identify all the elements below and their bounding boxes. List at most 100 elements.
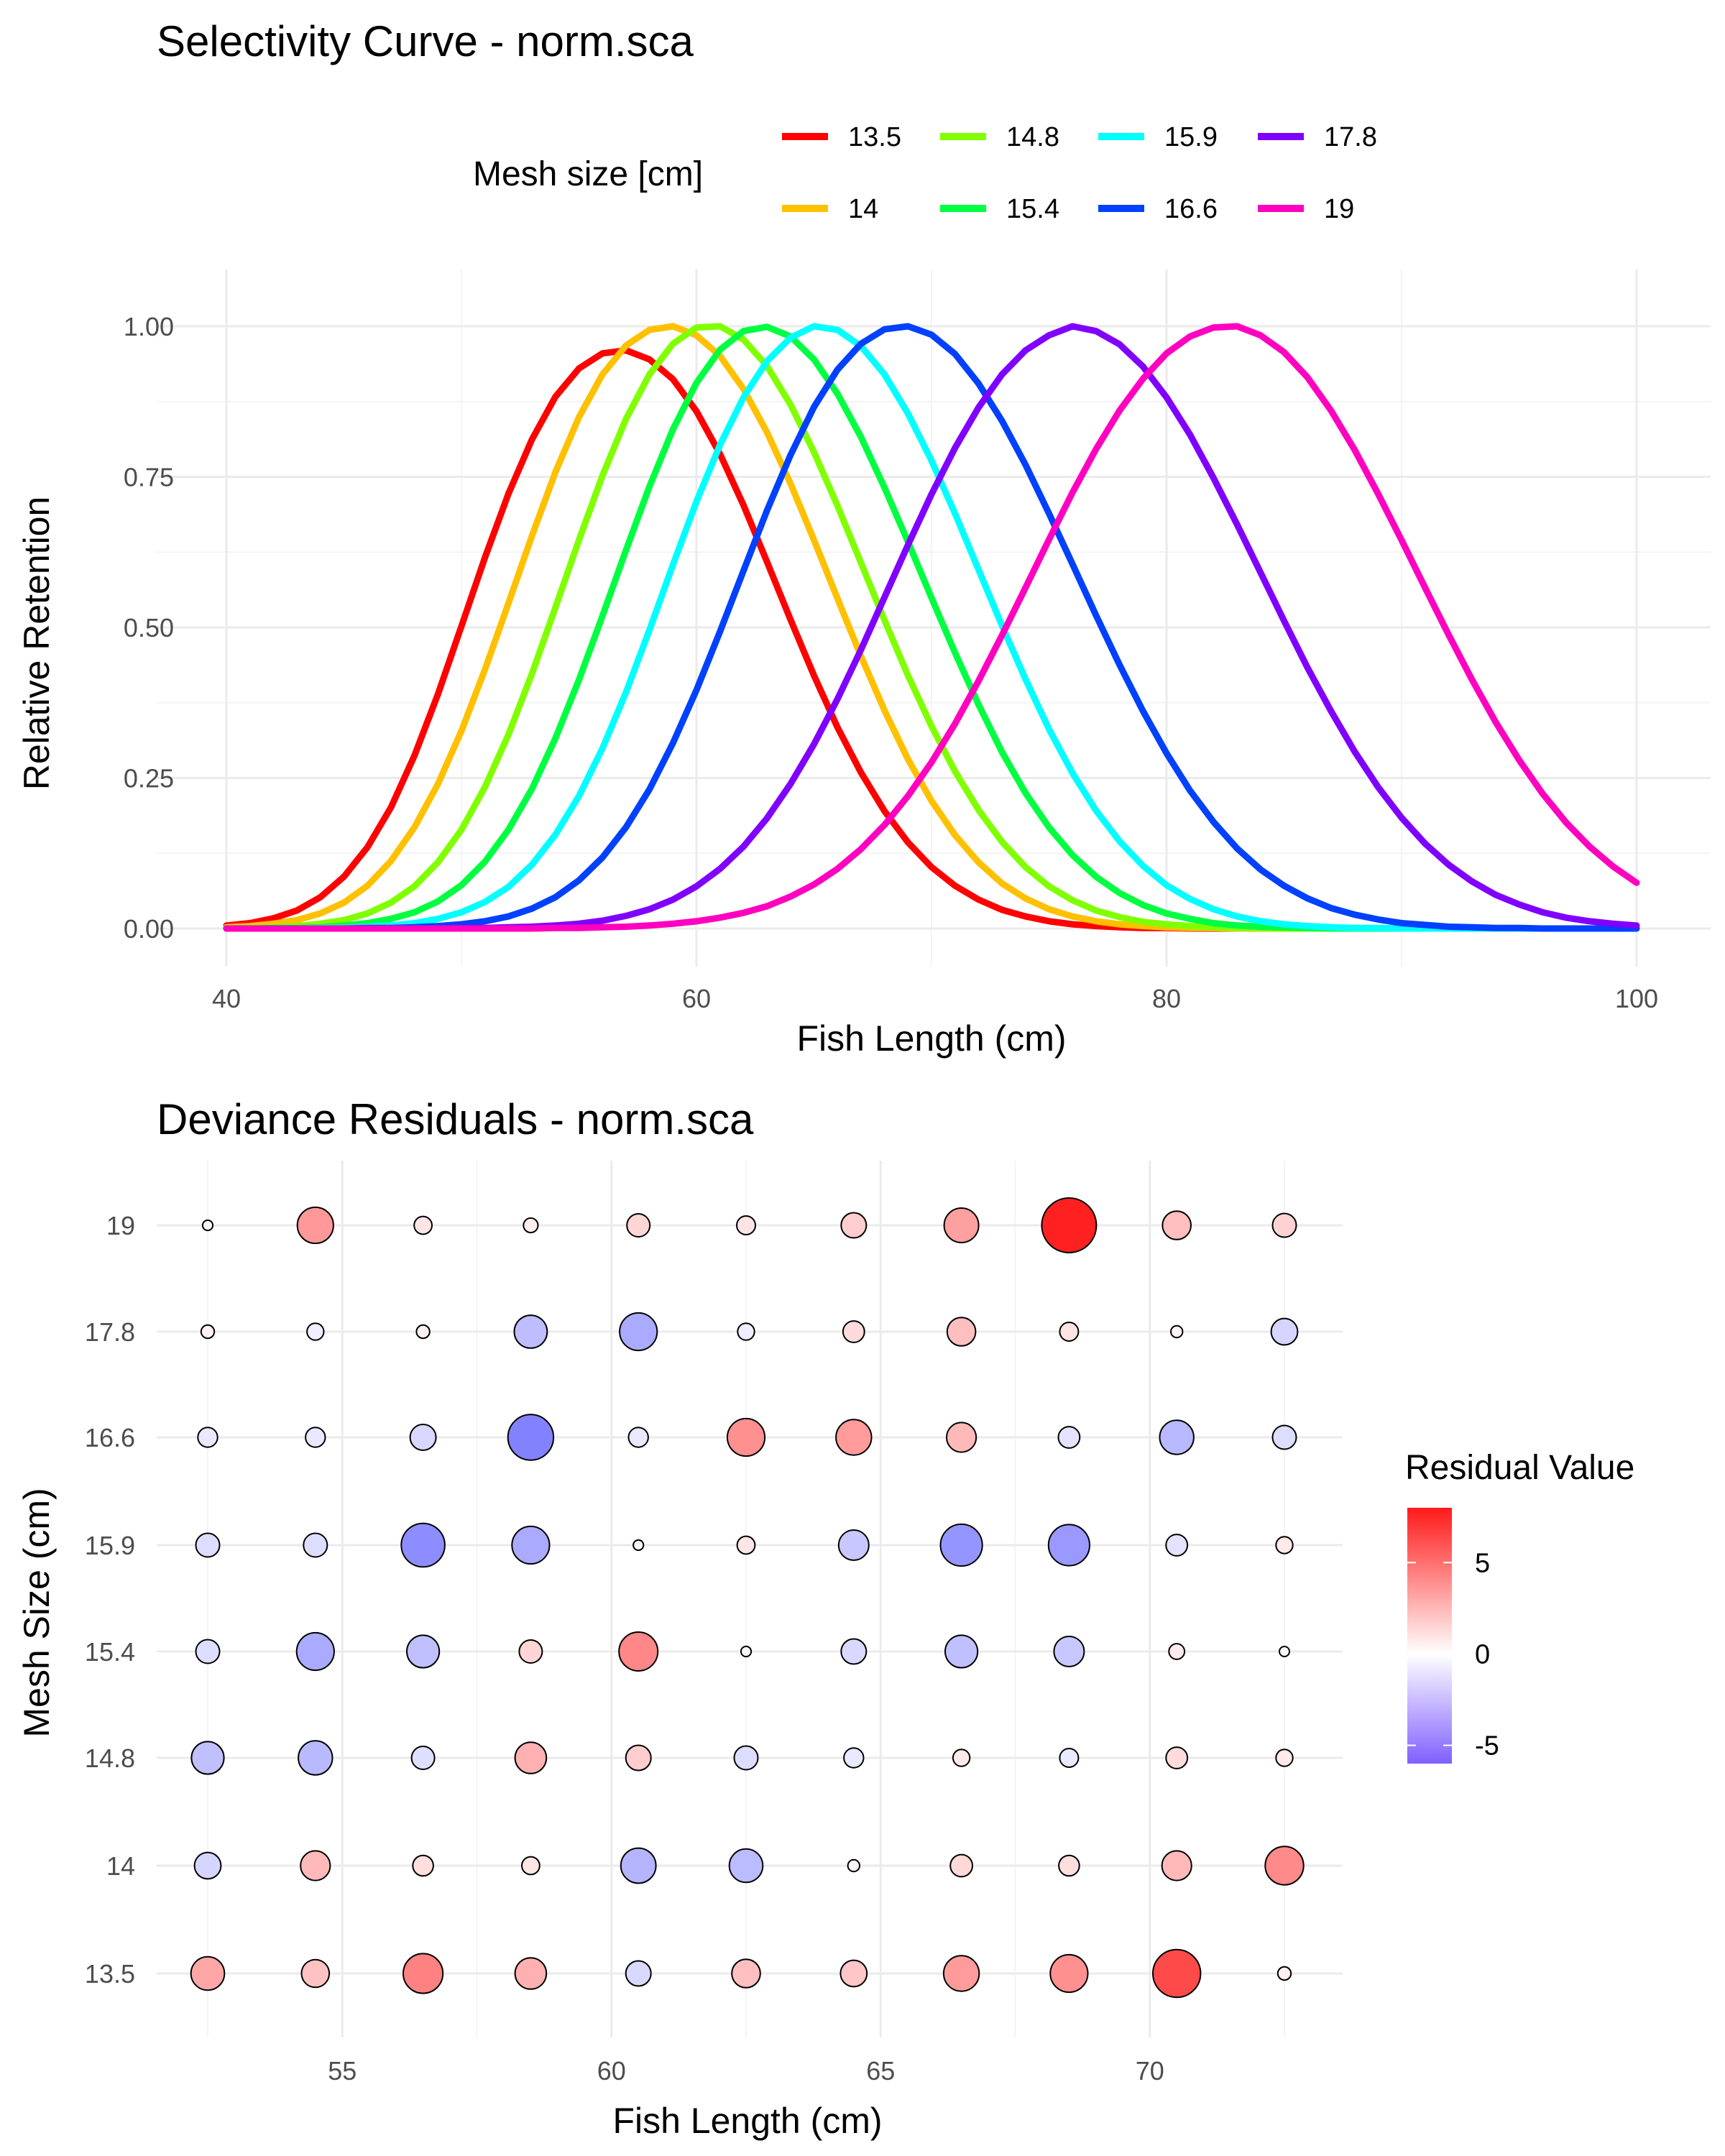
residual-point [952, 1749, 971, 1767]
y-tick-label: 0.25 [124, 764, 174, 793]
residual-point [415, 1324, 431, 1340]
residual-point [740, 1645, 753, 1658]
residual-point [737, 1322, 755, 1341]
residual-point [625, 1960, 652, 1987]
residual-point [190, 1741, 225, 1775]
residual-legend-title: Residual Value [1405, 1449, 1634, 1487]
residual-point [1057, 1426, 1081, 1449]
residual-point [195, 1639, 221, 1664]
selectivity-series [223, 323, 1640, 932]
residual-point [1152, 1948, 1202, 1999]
residual-point [1264, 1846, 1305, 1886]
residual-point [946, 1317, 977, 1347]
y-tick-label: 17.8 [85, 1317, 135, 1347]
residuals-title: Deviance Residuals - norm.sca [157, 1095, 754, 1143]
residual-point [1270, 1317, 1299, 1346]
x-tick-label: 40 [212, 984, 241, 1013]
residual-point [837, 1529, 870, 1561]
y-tick-label: 15.4 [85, 1637, 135, 1667]
y-tick-label: 0.00 [124, 914, 174, 944]
residuals-y-axis-title: Mesh Size (cm) [17, 1488, 57, 1737]
residual-point [1047, 1524, 1091, 1567]
residual-point [843, 1747, 865, 1769]
residual-point [943, 1207, 980, 1243]
residual-point [733, 1745, 759, 1771]
residual-point [200, 1324, 216, 1340]
residual-point [840, 1959, 868, 1988]
residual-point [296, 1206, 334, 1245]
residual-point [736, 1535, 756, 1555]
residual-point [627, 1427, 649, 1448]
residuals-tick-labels: 55 60 65 70 13.5 14 14.8 15.4 15.9 16.6 17.8 19 [85, 1211, 1164, 2086]
residual-point [300, 1958, 331, 1989]
legend-label-13.5: 13.5 [848, 122, 901, 152]
selectivity-gridlines [157, 270, 1711, 967]
residual-point [949, 1853, 973, 1878]
x-tick-label: 70 [1136, 2056, 1164, 2086]
legend-label-19: 19 [1324, 194, 1354, 224]
residual-point [298, 1740, 334, 1776]
selectivity-panel: Selectivity Curve - norm.sca Mesh size [… [17, 17, 1711, 1059]
residual-point [400, 1522, 446, 1568]
residual-point [193, 1851, 222, 1880]
residual-point [1041, 1197, 1098, 1253]
colorbar-tick-label: 0 [1475, 1639, 1490, 1669]
residual-point [409, 1424, 437, 1451]
residual-point [412, 1854, 434, 1877]
series-line-15.9 [223, 323, 1640, 932]
legend-label-15.9: 15.9 [1164, 122, 1218, 152]
residual-point [1058, 1854, 1080, 1877]
y-tick-label: 19 [106, 1211, 135, 1240]
residual-point [847, 1858, 861, 1873]
legend-label-15.4: 15.4 [1006, 194, 1059, 224]
residuals-panel: Deviance Residuals - norm.sca 55 60 65 70 13… [17, 1095, 1634, 2141]
y-tick-label: 0.50 [124, 613, 174, 642]
residual-point [1168, 1643, 1186, 1660]
residual-point [507, 1414, 555, 1461]
residual-point [835, 1419, 873, 1456]
x-tick-label: 60 [597, 2056, 626, 2086]
y-tick-label: 16.6 [85, 1423, 135, 1452]
residual-point [1162, 1210, 1192, 1240]
residual-point [840, 1638, 868, 1665]
residual-point [1053, 1636, 1085, 1667]
x-tick-label: 65 [866, 2056, 895, 2086]
residual-point [1275, 1536, 1294, 1554]
residual-point [1275, 1749, 1294, 1767]
residual-point [197, 1427, 218, 1448]
residual-point [1049, 1953, 1089, 1994]
series-line-19 [223, 323, 1640, 932]
residual-point [626, 1213, 651, 1238]
residual-point [942, 1955, 980, 1992]
residual-point [618, 1631, 659, 1672]
selectivity-title: Selectivity Curve - norm.sca [157, 17, 694, 65]
residual-point [731, 1958, 761, 1989]
x-tick-label: 80 [1152, 984, 1181, 1013]
y-tick-label: 1.00 [124, 312, 174, 341]
residual-point [511, 1525, 551, 1565]
residual-point [514, 1957, 548, 1990]
y-tick-label: 0.75 [124, 463, 174, 492]
selectivity-y-axis-title: Relative Retention [17, 497, 57, 791]
residual-point [518, 1639, 543, 1664]
residual-color-legend: Residual Value -5 0 5 [1405, 1449, 1634, 1764]
residual-point [303, 1532, 328, 1558]
residual-point [402, 1953, 444, 1994]
residual-point [406, 1634, 441, 1669]
residual-point [726, 1417, 766, 1457]
residual-point [619, 1312, 658, 1352]
residual-point [195, 1532, 221, 1558]
residual-point [514, 1741, 548, 1774]
residual-point [295, 1631, 335, 1672]
residual-point [521, 1856, 540, 1876]
residual-point [1170, 1325, 1184, 1339]
residual-point [1279, 1646, 1290, 1657]
residual-point [944, 1634, 979, 1669]
selectivity-x-axis-title: Fish Length (cm) [796, 1018, 1066, 1059]
series-line-16.6 [223, 323, 1640, 932]
colorbar-tick-label: 5 [1475, 1548, 1490, 1578]
residual-point [306, 1322, 325, 1341]
residual-point [946, 1422, 978, 1453]
x-tick-label: 100 [1615, 984, 1658, 1013]
